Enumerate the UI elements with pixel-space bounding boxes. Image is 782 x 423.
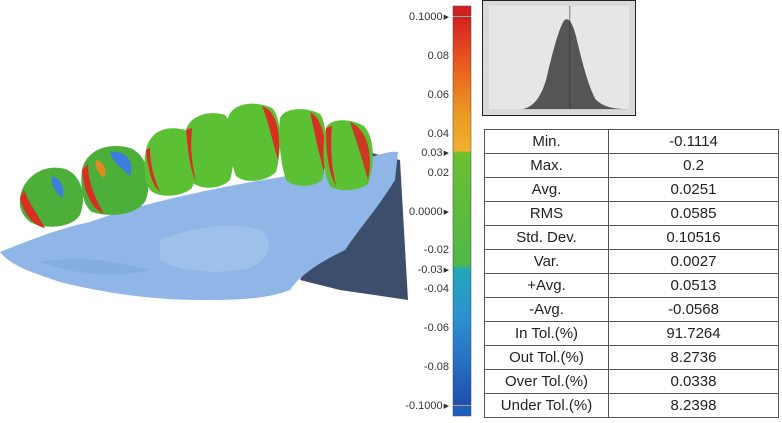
- stat-label: Avg.: [484, 177, 609, 202]
- deviation-statistics-table: Min. -0.1114 Max. 0.2 Avg. 0.0251 RMS 0.0585 Std…: [484, 129, 779, 418]
- stats-row: Out Tol.(%) 8.2736: [484, 345, 779, 370]
- scale-tick-label: 0.03▶: [403, 147, 449, 160]
- under-tolerance-swatch: [452, 405, 472, 417]
- stat-label: RMS: [484, 201, 609, 226]
- stat-label: Min.: [484, 129, 609, 154]
- tick-marker-icon: ▶: [443, 14, 449, 21]
- scale-tick-label: 0.1000▶: [403, 11, 449, 24]
- tooth-2: [81, 146, 149, 215]
- stats-row: Over Tol.(%) 0.0338: [484, 369, 779, 394]
- scale-tick-label: -0.04: [403, 283, 449, 295]
- stat-label: Out Tol.(%): [484, 345, 609, 370]
- stat-value: 0.0585: [608, 201, 779, 226]
- scale-tick-value: 0.1000: [408, 11, 443, 23]
- scale-tick-label: 0.06: [403, 89, 449, 101]
- tick-marker-icon: ▶: [443, 403, 449, 410]
- stat-value: -0.0568: [608, 297, 779, 322]
- scale-tick-value: 0.02: [427, 166, 449, 179]
- scale-tick-value: 0.04: [427, 127, 449, 140]
- scale-tick-label: 0.04: [403, 128, 449, 140]
- scale-tick-label: -0.1000▶: [403, 400, 449, 413]
- deviation-color-scale: [452, 5, 472, 417]
- tooth-7: [323, 120, 373, 191]
- stat-value: 0.0251: [608, 177, 779, 202]
- stat-value: 8.2398: [608, 393, 779, 418]
- stat-label: Max.: [484, 153, 609, 178]
- scale-tick-value: 0.03: [421, 147, 443, 160]
- stats-row: -Avg. -0.0568: [484, 297, 779, 322]
- scale-tick-value: 0.06: [427, 88, 449, 101]
- stat-label: -Avg.: [484, 297, 609, 322]
- stat-label: +Avg.: [484, 273, 609, 298]
- stats-row: Under Tol.(%) 8.2398: [484, 393, 779, 418]
- tooth-3: [144, 128, 197, 196]
- tooth-1: [19, 167, 84, 228]
- scale-tick-label: 0.0000▶: [403, 206, 449, 219]
- stats-row: Std. Dev. 0.10516: [484, 225, 779, 250]
- stat-value: 8.2736: [608, 345, 779, 370]
- tooth-4: [185, 113, 234, 188]
- scale-tick-label: -0.08: [403, 361, 449, 373]
- scale-tick-value: -0.06: [423, 322, 449, 335]
- scale-tick-value: -0.08: [423, 361, 449, 374]
- stat-value: 91.7264: [608, 321, 779, 346]
- scale-tick-label: -0.02: [403, 244, 449, 256]
- histogram-distribution: [488, 19, 630, 110]
- stats-row: Max. 0.2: [484, 153, 779, 178]
- stats-row: RMS 0.0585: [484, 201, 779, 226]
- stats-row: Avg. 0.0251: [484, 177, 779, 202]
- stats-row: In Tol.(%) 91.7264: [484, 321, 779, 346]
- scale-tick-label: 0.02: [403, 167, 449, 179]
- scale-gradient: [452, 16, 472, 406]
- tick-marker-icon: ▶: [443, 266, 449, 274]
- tooth-5: [227, 103, 281, 181]
- scale-tick-label: 0.08: [403, 50, 449, 62]
- stat-label: Over Tol.(%): [484, 369, 609, 394]
- stat-label: Var.: [484, 249, 609, 274]
- scale-tick-value: 0.0000: [408, 205, 443, 218]
- stat-label: In Tol.(%): [484, 321, 609, 346]
- over-tolerance-swatch: [452, 5, 472, 17]
- stat-value: -0.1114: [608, 129, 779, 154]
- dental-model-deviation-view: [0, 103, 408, 300]
- scale-tick-value: -0.02: [423, 244, 449, 257]
- scale-tick-value: -0.03: [417, 263, 443, 276]
- stat-value: 0.0027: [608, 249, 779, 274]
- stat-label: Std. Dev.: [484, 225, 609, 250]
- scale-tick-value: -0.1000: [405, 400, 443, 412]
- stats-row: +Avg. 0.0513: [484, 273, 779, 298]
- tick-marker-icon: ▶: [443, 208, 449, 216]
- deviation-histogram: [482, 0, 636, 116]
- scale-tick-value: -0.04: [423, 283, 449, 296]
- stats-row: Min. -0.1114: [484, 129, 779, 154]
- stat-value: 0.10516: [608, 225, 779, 250]
- stat-value: 0.0513: [608, 273, 779, 298]
- stat-value: 0.2: [608, 153, 779, 178]
- tooth-6: [279, 109, 327, 186]
- scale-tick-label: -0.03▶: [403, 264, 449, 277]
- stats-row: Var. 0.0027: [484, 249, 779, 274]
- scale-tick-value: 0.08: [427, 49, 449, 62]
- tick-marker-icon: ▶: [443, 150, 449, 158]
- scale-tick-label: -0.06: [403, 322, 449, 334]
- stat-label: Under Tol.(%): [484, 393, 609, 418]
- stat-value: 0.0338: [608, 369, 779, 394]
